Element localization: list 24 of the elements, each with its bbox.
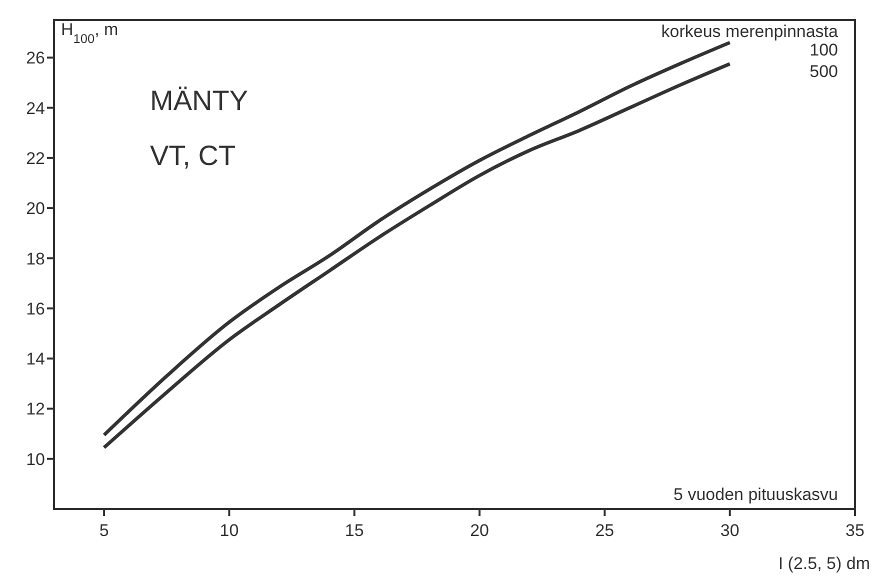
- y-tick-label: 14: [26, 350, 45, 369]
- x-tick-label: 10: [220, 521, 239, 540]
- x-tick-label: 30: [720, 521, 740, 540]
- text: 100: [810, 40, 838, 60]
- y-tick-label: 22: [26, 148, 45, 168]
- legend-title: korkeus merenpinnasta: [661, 22, 839, 41]
- y-tick-label: 12: [26, 400, 45, 419]
- annotation: 5 vuoden pituuskasvu: [674, 485, 838, 504]
- x-tick-label: 25: [595, 521, 614, 540]
- annotation: VT, CT: [150, 140, 236, 171]
- y-tick-label: 20: [26, 199, 45, 218]
- x-tick-label: 15: [344, 521, 364, 540]
- x-tick-label: 5: [99, 521, 109, 540]
- y-tick-label: 10: [26, 450, 45, 469]
- text: 500: [810, 62, 838, 81]
- x-tick-label: 20: [470, 521, 489, 540]
- annotation: MÄNTY: [150, 85, 248, 116]
- y-tick-label: 24: [26, 98, 45, 118]
- x-tick-label: 35: [846, 521, 864, 540]
- x-axis-title: I (2.5, 5) dm: [778, 554, 870, 573]
- y-axis-title: H$_{100}$, m: [61, 20, 118, 46]
- y-tick-label: 16: [26, 299, 45, 318]
- y-tick-label: 18: [26, 249, 45, 268]
- y-tick-label: 26: [26, 48, 45, 68]
